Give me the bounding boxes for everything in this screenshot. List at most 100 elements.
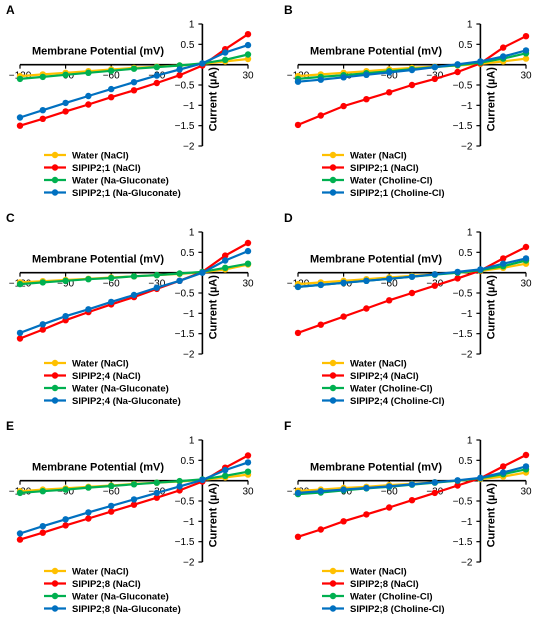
- series-4: [294, 47, 530, 85]
- data-point: [222, 252, 229, 259]
- legend-label: SlPIP2;4 (Choline-Cl): [350, 396, 444, 407]
- y-tick-label: −0.5: [175, 289, 195, 300]
- data-point: [317, 526, 324, 533]
- series-2: [294, 451, 530, 540]
- data-point: [85, 515, 92, 522]
- legend-marker: [329, 359, 337, 367]
- data-point: [199, 476, 206, 484]
- y-tick-label: 1: [467, 436, 473, 447]
- data-point: [108, 274, 115, 282]
- data-point: [522, 55, 530, 62]
- y-tick-label: −1: [461, 101, 473, 112]
- y-tick-label: −2: [461, 558, 473, 569]
- series-4: [16, 247, 252, 337]
- x-tick-label: 30: [520, 279, 532, 290]
- data-point: [340, 74, 347, 81]
- data-point: [39, 321, 46, 328]
- x-tick-label: 30: [242, 487, 254, 498]
- legend-marker: [329, 176, 337, 184]
- y-axis-title: Current (µA): [485, 275, 497, 340]
- data-point: [317, 488, 324, 495]
- data-point: [130, 87, 138, 94]
- data-point: [431, 479, 438, 486]
- data-point: [431, 75, 438, 83]
- data-point: [454, 275, 461, 282]
- legend-marker: [51, 605, 59, 612]
- data-point: [340, 279, 347, 286]
- y-tick-label: −1.5: [453, 329, 473, 340]
- data-point: [39, 523, 46, 530]
- data-point: [244, 55, 252, 63]
- data-point: [16, 114, 24, 121]
- data-point: [522, 451, 530, 459]
- data-point: [153, 271, 160, 279]
- y-tick-label: 0.5: [458, 40, 472, 51]
- data-point: [454, 477, 461, 484]
- data-point: [294, 283, 302, 291]
- data-point: [386, 483, 393, 490]
- legend-label: Water (NaCl): [72, 151, 129, 162]
- data-point: [85, 92, 92, 100]
- x-tick-label: 30: [242, 71, 254, 82]
- data-point: [431, 63, 438, 71]
- legend-label: SlPIP2;1 (Choline-Cl): [350, 188, 444, 199]
- x-tick-label: 30: [520, 71, 532, 82]
- legend-marker: [329, 189, 337, 196]
- data-point: [522, 243, 530, 251]
- y-axis-title: Current (µA): [207, 275, 219, 340]
- legend-label: Water (Choline-Cl): [350, 592, 433, 603]
- data-point: [153, 79, 160, 87]
- x-axis-title: Membrane Potential (mV): [310, 46, 442, 58]
- legend-label: Water (Na-Gluconate): [72, 176, 169, 187]
- chart-panel-e: E−120−90−60−303010.5−0.5−1−1.5−2Membrane…: [6, 419, 254, 615]
- legend-label: Water (Choline-Cl): [350, 384, 433, 395]
- legend-label: SlPIP2;4 (NaCl): [350, 371, 419, 382]
- data-point: [363, 96, 370, 103]
- data-point: [62, 522, 69, 529]
- data-point: [62, 486, 69, 493]
- panel-letter: A: [6, 3, 15, 17]
- data-point: [500, 255, 507, 262]
- series-2: [294, 33, 530, 129]
- legend: Water (NaCl)SlPIP2;1 (NaCl) Water (Cholin…: [322, 151, 444, 199]
- legend-label: SlPIP2;4 (NaCl): [72, 371, 141, 382]
- y-tick-label: −0.5: [175, 497, 195, 508]
- legend-marker: [329, 592, 337, 600]
- legend-label: Water (NaCl): [350, 359, 407, 370]
- legend-label: Water (NaCl): [350, 567, 407, 578]
- series-4: [294, 255, 530, 291]
- legend: Water (NaCl)SlPIP2;8 (NaCl) Water (Na-Glu…: [44, 567, 181, 615]
- data-point: [153, 63, 160, 71]
- data-point: [408, 497, 416, 504]
- data-point: [500, 44, 507, 51]
- data-point: [386, 69, 393, 76]
- data-point: [108, 482, 115, 490]
- x-tick-label: −60: [103, 279, 120, 290]
- data-point: [16, 536, 24, 543]
- data-point: [39, 279, 46, 286]
- data-point: [408, 481, 416, 488]
- data-point: [244, 51, 252, 58]
- data-point: [244, 260, 252, 267]
- y-tick-label: −0.5: [453, 289, 473, 300]
- y-tick-label: −1.5: [453, 121, 473, 132]
- y-tick-label: 1: [467, 20, 473, 31]
- data-point: [176, 66, 183, 73]
- y-tick-label: −1: [183, 309, 195, 320]
- y-tick-label: 1: [189, 436, 195, 447]
- data-point: [39, 326, 46, 333]
- data-point: [340, 313, 347, 320]
- y-tick-label: −0.5: [453, 497, 473, 508]
- y-tick-label: −1.5: [175, 329, 195, 340]
- data-point: [153, 489, 160, 497]
- data-point: [386, 297, 393, 304]
- y-tick-label: −0.5: [453, 81, 473, 92]
- data-point: [16, 335, 24, 342]
- x-tick-label: 30: [520, 487, 532, 498]
- panel-letter: C: [6, 211, 15, 225]
- data-point: [199, 60, 206, 67]
- data-point: [16, 530, 24, 537]
- legend-marker: [51, 397, 59, 404]
- legend-marker: [51, 359, 59, 367]
- data-point: [454, 61, 461, 68]
